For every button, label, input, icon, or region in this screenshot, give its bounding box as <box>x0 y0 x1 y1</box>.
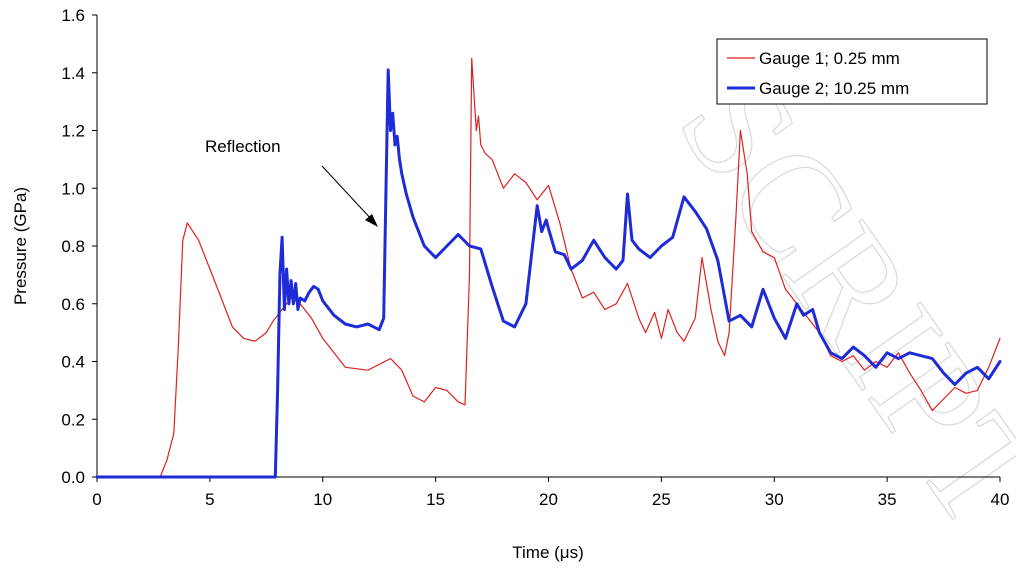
legend-label-gauge-2: Gauge 2; 10.25 mm <box>759 79 909 98</box>
legend: Gauge 1; 0.25 mm Gauge 2; 10.25 mm <box>716 38 988 105</box>
y-tick-label: 0.2 <box>61 410 85 429</box>
y-tick-label: 0.4 <box>61 353 85 372</box>
annotation-arrow <box>321 165 374 222</box>
watermark-text: SCRIPT <box>647 45 1016 557</box>
series-line-gauge-2 <box>95 68 1002 479</box>
x-tick-label: 20 <box>539 490 558 509</box>
x-tick-label: 15 <box>426 490 445 509</box>
y-tick-label: 0.0 <box>61 468 85 487</box>
x-tick-label: 0 <box>92 490 101 509</box>
y-tick-label: 0.6 <box>61 295 85 314</box>
legend-box <box>716 38 988 105</box>
y-tick-label: 1.6 <box>61 6 85 25</box>
y-tick-label: 0.8 <box>61 237 85 256</box>
legend-label-gauge-1: Gauge 1; 0.25 mm <box>759 49 900 68</box>
y-tick-label: 1.0 <box>61 179 85 198</box>
annotation-label: Reflection <box>205 137 281 156</box>
x-tick-label: 5 <box>205 490 214 509</box>
annotation-arrowhead <box>365 214 378 227</box>
x-tick-label: 40 <box>991 490 1010 509</box>
x-tick-label: 10 <box>313 490 332 509</box>
y-axis-title: Pressure (GPa) <box>11 187 30 305</box>
x-axis-title: Time (μs) <box>512 543 584 562</box>
x-tick-label: 25 <box>652 490 671 509</box>
x-tick-label: 35 <box>878 490 897 509</box>
y-tick-label: 1.2 <box>61 122 85 141</box>
y-tick-label: 1.4 <box>61 64 85 83</box>
x-tick-label: 30 <box>765 490 784 509</box>
